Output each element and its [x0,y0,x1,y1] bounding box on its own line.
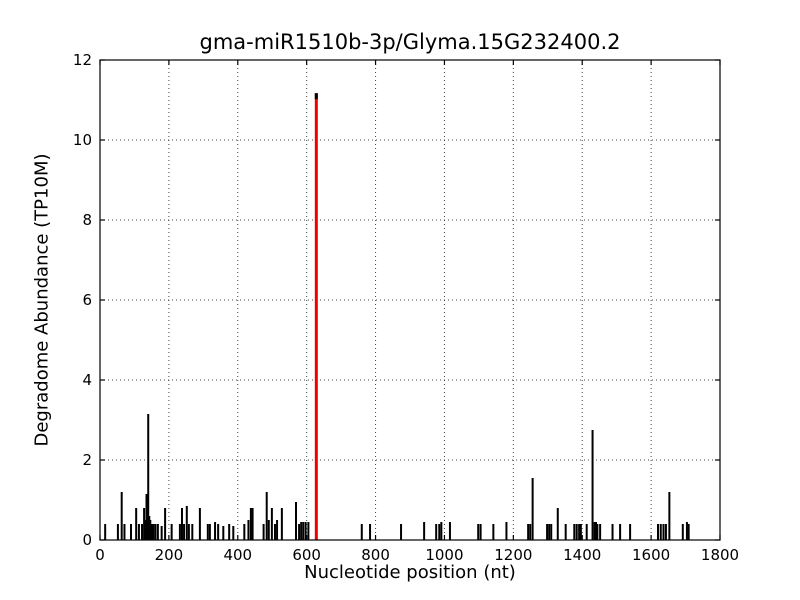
x-tick-label: 800 [361,546,390,564]
x-tick-label: 1400 [563,546,601,564]
x-tick-label: 1800 [701,546,739,564]
x-tick-label: 1200 [494,546,532,564]
y-axis-label: Degradome Abundance (TP10M) [31,153,53,447]
y-tick-label: 8 [82,211,92,229]
x-tick-label: 600 [292,546,321,564]
y-tick-label: 2 [82,451,92,469]
x-axis-label: Nucleotide position (nt) [304,562,516,583]
x-tick-label: 1000 [425,546,463,564]
x-tick-label: 0 [95,546,105,564]
y-tick-label: 4 [82,371,92,389]
y-tick-label: 6 [82,291,92,309]
y-tick-label: 12 [73,51,92,69]
x-tick-label: 400 [223,546,252,564]
x-tick-label: 1600 [632,546,670,564]
x-tick-label: 200 [155,546,184,564]
y-tick-label: 10 [73,131,92,149]
y-tick-label: 0 [82,531,92,549]
chart-title: gma-miR1510b-3p/Glyma.15G232400.2 [199,30,621,54]
